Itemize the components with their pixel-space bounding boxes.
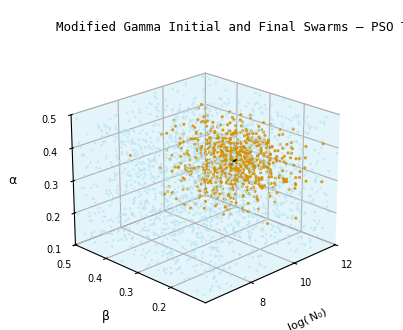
- Text: Modified Gamma Initial and Final Swarms – PSO Tempest BCs: Modified Gamma Initial and Final Swarms …: [56, 21, 403, 34]
- X-axis label: log( N₀): log( N₀): [287, 307, 328, 330]
- Y-axis label: β: β: [102, 310, 110, 323]
